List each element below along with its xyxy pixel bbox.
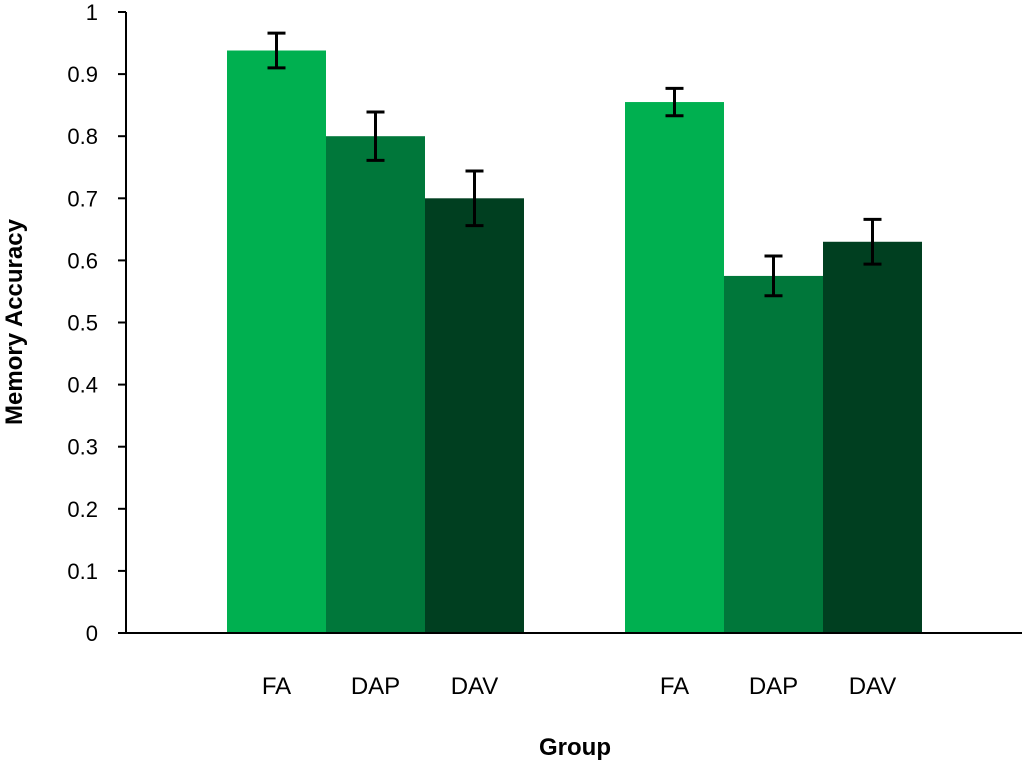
bar-dap xyxy=(724,275,823,633)
y-tick-label: 1 xyxy=(86,0,98,25)
bar-dav xyxy=(425,198,524,634)
y-tick-label: 0.2 xyxy=(67,497,98,522)
y-axis-title: Memory Accuracy xyxy=(1,218,28,425)
error-bar xyxy=(366,110,385,162)
category-label-fa: FA xyxy=(262,673,291,700)
y-tick-label: 0.5 xyxy=(67,311,98,336)
x-axis-title: Group xyxy=(539,734,611,761)
y-tick-label: 0.3 xyxy=(67,435,98,460)
category-label-dav: DAV xyxy=(849,673,897,700)
y-tick-label: 0.8 xyxy=(67,124,98,149)
category-label-fa: FA xyxy=(660,673,689,700)
bar-fa xyxy=(227,50,326,633)
category-labels-layer: FA DAP DAV FA DAP DAV xyxy=(262,673,896,700)
bar-dav xyxy=(823,241,922,633)
category-label-dap: DAP xyxy=(749,673,798,700)
y-tick-label: 0.1 xyxy=(67,559,98,584)
y-tick-label: 0 xyxy=(86,621,98,646)
y-tick-label: 0.4 xyxy=(67,373,98,398)
y-tick-label: 0.7 xyxy=(67,186,98,211)
bars-layer xyxy=(227,50,922,634)
y-ticks-layer: 0 0.1 0.2 0.3 0.4 0.5 0.6 0.7 0.8 0.9 1 xyxy=(67,0,126,646)
error-bar xyxy=(764,254,783,298)
y-tick-label: 0.9 xyxy=(67,62,98,87)
bar-fa xyxy=(625,102,724,634)
error-bar xyxy=(863,217,882,266)
y-tick-label: 0.6 xyxy=(67,248,98,273)
bar-dap xyxy=(326,136,425,633)
error-bar xyxy=(267,31,286,70)
error-bar xyxy=(665,86,684,118)
category-label-dav: DAV xyxy=(451,673,499,700)
error-bar xyxy=(465,169,484,228)
category-label-dap: DAP xyxy=(351,673,400,700)
error-bars-layer xyxy=(267,31,882,298)
